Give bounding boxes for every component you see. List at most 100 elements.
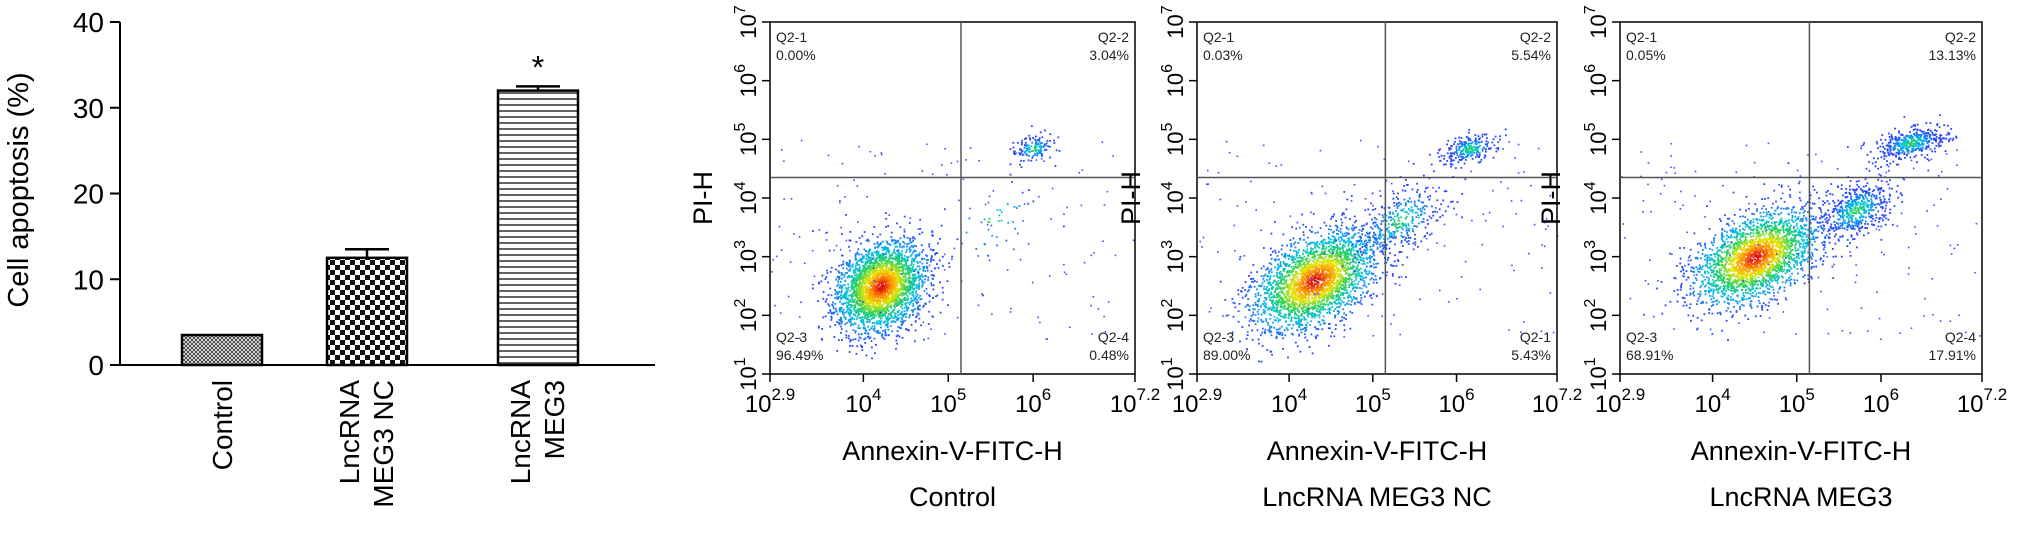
flow-event-dot [1269, 293, 1272, 295]
x-tick-label: 105 [930, 385, 966, 418]
flow-event-dot [825, 239, 828, 241]
flow-event-dot [932, 249, 934, 252]
flow-event-dot [1322, 275, 1325, 278]
flow-event-dot [1296, 279, 1299, 282]
flow-event-dot [818, 229, 821, 231]
flow-event-dot [1345, 241, 1348, 243]
flow-event-dot [1282, 307, 1285, 310]
flow-event-dot [1034, 145, 1036, 148]
flow-event-dot [918, 254, 921, 257]
flow-event-dot [1312, 279, 1315, 282]
flow-event-dot [1306, 339, 1309, 342]
flow-event-dot [803, 262, 806, 265]
flow-event-dot [1339, 248, 1342, 250]
flow-event-dot [1343, 286, 1346, 289]
flow-event-dot [958, 199, 960, 202]
flow-event-dot [1305, 299, 1307, 301]
flow-event-dot [1327, 267, 1330, 270]
y-tick-exponent: 2 [732, 299, 749, 308]
flow-event-dot [1336, 252, 1338, 254]
flow-event-dot [1302, 289, 1305, 292]
flow-event-dot [872, 253, 874, 256]
flow-event-dot [887, 298, 889, 301]
flow-event-dot [928, 300, 931, 303]
y-tick-exponent: 3 [732, 240, 749, 249]
flow-event-dot [862, 287, 864, 290]
flow-event-dot [896, 342, 898, 345]
flow-event-dot [1257, 313, 1260, 315]
flow-event-dot [892, 282, 894, 285]
flow-event-dot [1279, 271, 1282, 273]
flow-event-dot [891, 268, 894, 271]
flow-event-dot [1346, 259, 1348, 261]
flow-event-dot [895, 272, 898, 275]
flow-event-dot [1326, 266, 1329, 269]
flow-event-dot [890, 231, 893, 234]
flow-event-dot [886, 322, 889, 325]
flow-event-dot [886, 308, 889, 311]
flow-event-dot [886, 261, 889, 264]
flow-event-dot [914, 256, 917, 259]
flow-event-dot [851, 288, 853, 290]
flow-event-dot [1363, 270, 1366, 273]
flow-event-dot [906, 299, 909, 301]
flow-event-dot [1046, 139, 1049, 142]
flow-event-dot [911, 313, 914, 316]
flow-event-dot [884, 255, 887, 258]
flow-event-dot [1268, 283, 1271, 286]
flow-event-dot [860, 344, 862, 347]
flow-event-dot [1368, 272, 1371, 275]
flow-event-dot [1355, 297, 1358, 300]
flow-event-dot [1332, 215, 1335, 218]
flow-event-dot [830, 311, 833, 314]
flow-event-dot [987, 228, 990, 231]
flow-event-dot [1281, 325, 1283, 328]
flow-event-dot [915, 290, 918, 293]
flow-x-axis-label: Annexin-V-FITC-H [842, 436, 1063, 466]
flow-event-dot [926, 143, 928, 146]
flow-event-dot [886, 317, 888, 319]
flow-event-dot [910, 270, 912, 273]
flow-event-dot [897, 314, 900, 317]
flow-event-dot [869, 283, 872, 286]
flow-event-dot [865, 277, 868, 280]
flow-event-dot [1264, 306, 1267, 309]
flow-event-dot [908, 267, 910, 269]
flow-event-dot [923, 265, 926, 268]
flow-event-dot [1343, 280, 1346, 282]
flow-event-dot [886, 259, 889, 262]
flow-event-dot [859, 308, 862, 311]
flow-event-dot [864, 337, 867, 340]
flow-event-dot [1316, 304, 1319, 307]
flow-event-dot [1237, 293, 1240, 296]
flow-event-dot [1276, 275, 1279, 278]
flow-event-dot [829, 310, 832, 313]
flow-event-dot [1273, 307, 1275, 310]
flow-event-dot [921, 275, 924, 278]
flow-event-dot [1371, 218, 1373, 221]
flow-event-dot [1318, 314, 1321, 316]
flow-event-dot [1323, 266, 1326, 269]
flow-event-dot [864, 332, 867, 335]
flow-event-dot [912, 273, 914, 276]
x-tick-base: 10 [1110, 391, 1137, 418]
flow-event-dot [890, 321, 893, 323]
flow-event-dot [1354, 244, 1356, 247]
flow-event-dot [1334, 308, 1337, 310]
flow-event-dot [919, 268, 921, 270]
flow-event-dot [825, 300, 827, 303]
flow-event-dot [899, 265, 902, 268]
flow-event-dot [873, 322, 876, 324]
flow-event-dot [878, 306, 881, 308]
flow-event-dot [1334, 315, 1336, 317]
flow-event-dot [1032, 150, 1034, 152]
flow-event-dot [913, 297, 916, 300]
flow-event-dot [891, 280, 894, 283]
flow-event-dot [865, 314, 867, 317]
flow-event-dot [875, 299, 878, 302]
flow-event-dot [1049, 133, 1052, 136]
flow-event-dot [922, 249, 925, 251]
flow-event-dot [892, 297, 895, 300]
flow-event-dot [867, 279, 869, 281]
flow-event-dot [840, 290, 843, 292]
